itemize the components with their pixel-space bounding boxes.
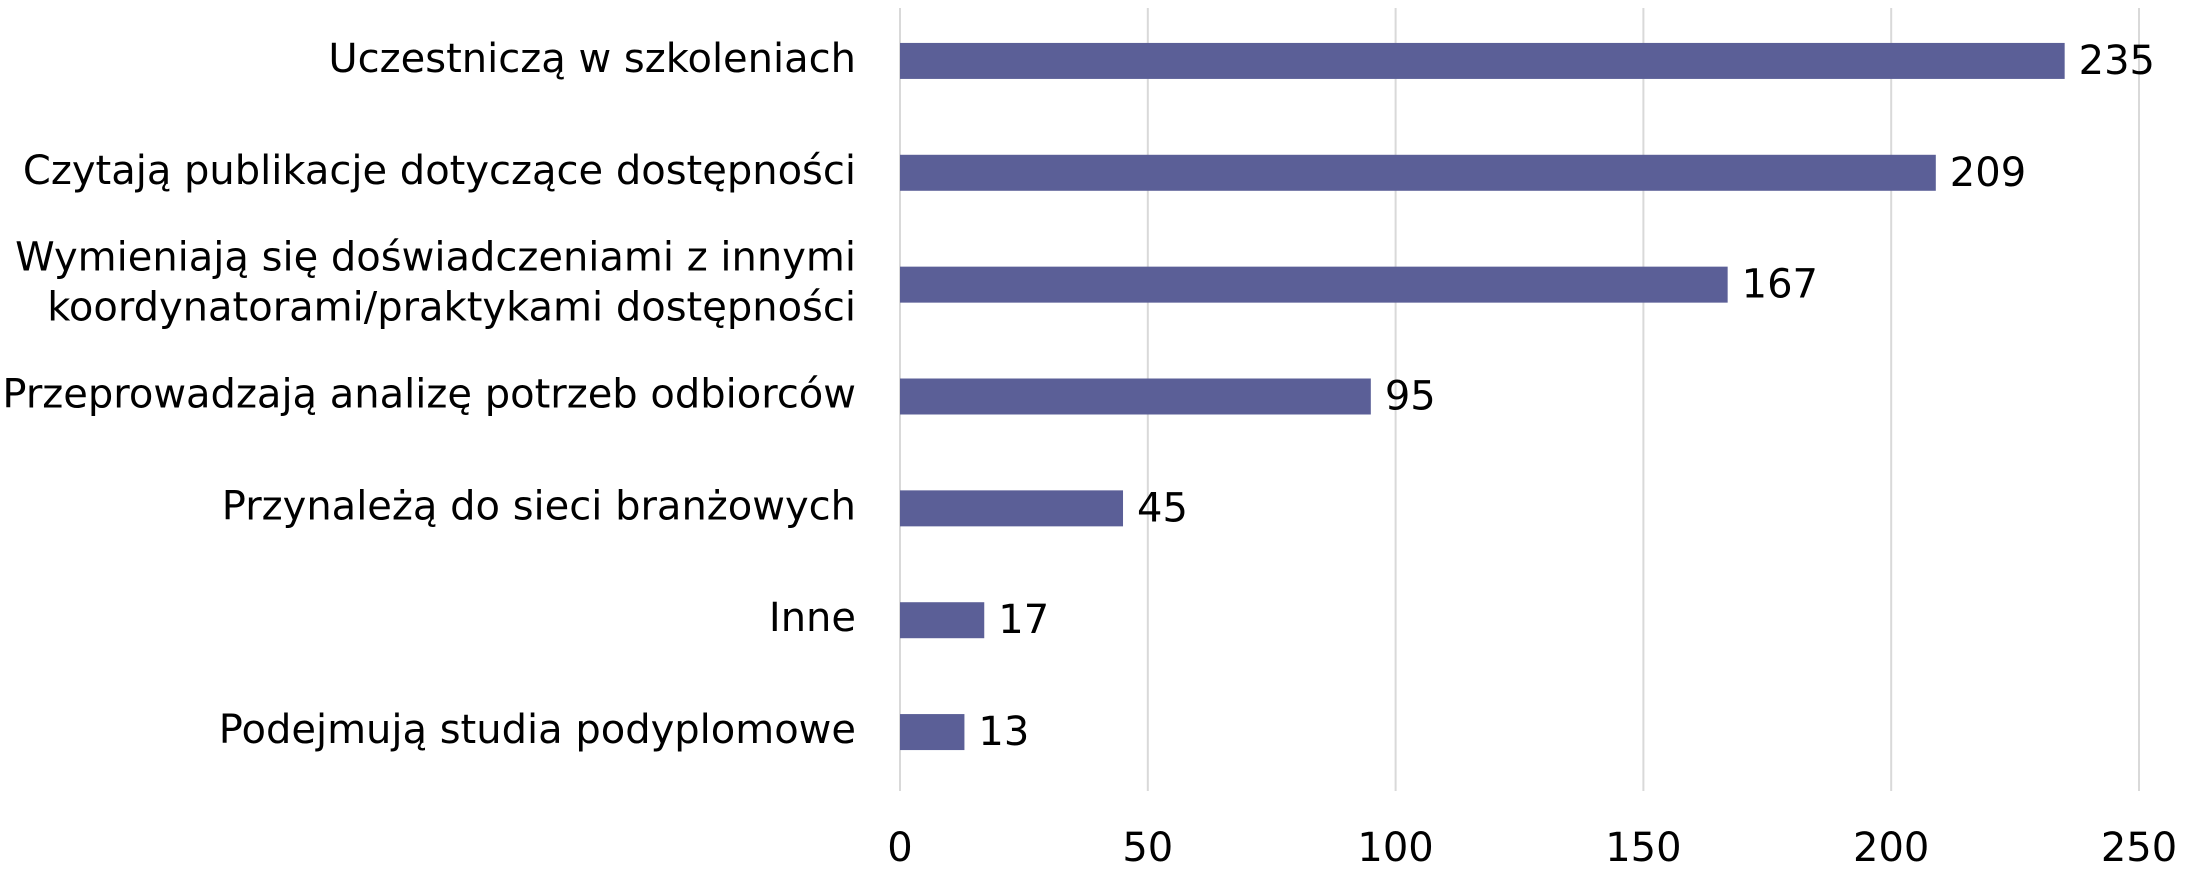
- x-tick-label: 100: [1357, 825, 1433, 869]
- y-tick-label: Uczestniczą w szkoleniach: [328, 36, 856, 82]
- data-label: 45: [1137, 485, 1188, 531]
- x-tick-label: 0: [887, 825, 912, 869]
- bar: [900, 42, 2065, 79]
- y-tick-label: Podejmują studia podyplomowe: [219, 707, 856, 753]
- data-label: 167: [1742, 262, 1818, 308]
- x-tick-label: 250: [2101, 825, 2177, 869]
- y-tick-label: Przeprowadzają analizę potrzeb odbiorców: [2, 372, 856, 418]
- y-tick-label: Wymieniają się doświadczeniami z innymi k…: [15, 235, 856, 331]
- bar: [900, 490, 1124, 527]
- bar: [900, 378, 1371, 415]
- bar: [900, 602, 985, 639]
- data-label: 209: [1950, 150, 2026, 196]
- y-tick-label: Czytają publikacje dotyczące dostępności: [23, 148, 856, 194]
- x-tick-label: 150: [1605, 825, 1681, 869]
- bar: [900, 266, 1728, 303]
- data-label: 13: [978, 709, 1029, 755]
- y-tick-label: Przynależą do sieci branżowych: [222, 483, 856, 529]
- data-label: 95: [1385, 374, 1436, 420]
- y-tick-label: Inne: [769, 595, 856, 641]
- bar: [900, 154, 1936, 191]
- bar: [900, 714, 965, 751]
- data-label: 235: [2079, 38, 2155, 84]
- data-label: 17: [998, 597, 1049, 643]
- x-tick-label: 50: [1122, 825, 1173, 869]
- x-tick-label: 200: [1853, 825, 1929, 869]
